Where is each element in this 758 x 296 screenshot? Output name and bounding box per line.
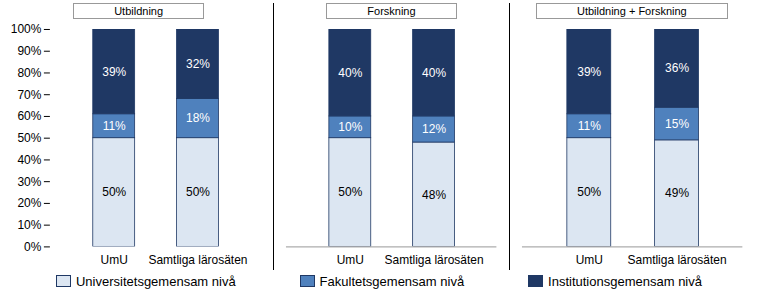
svg-text:11%: 11% xyxy=(577,119,600,133)
svg-text:UmU: UmU xyxy=(101,253,128,267)
svg-text:Samtliga lärosäten: Samtliga lärosäten xyxy=(385,253,484,267)
svg-text:12%: 12% xyxy=(422,122,446,136)
svg-text:11%: 11% xyxy=(103,119,126,133)
svg-text:80%: 80% xyxy=(17,66,41,80)
svg-text:48%: 48% xyxy=(422,188,446,202)
svg-text:36%: 36% xyxy=(665,61,689,75)
svg-text:40%: 40% xyxy=(422,66,446,80)
svg-text:70%: 70% xyxy=(17,88,41,102)
svg-text:50%: 50% xyxy=(186,185,210,199)
svg-text:39%: 39% xyxy=(102,65,126,79)
svg-text:UmU: UmU xyxy=(337,253,364,267)
svg-text:50%: 50% xyxy=(17,131,41,145)
svg-text:40%: 40% xyxy=(17,153,41,167)
html-text:Fakultetsgemensam nivå: Fakultetsgemensam nivå xyxy=(319,273,465,289)
html-text:Utbildning + Forskning: Utbildning + Forskning xyxy=(576,5,687,17)
svg-text:UmU: UmU xyxy=(575,253,602,267)
svg-text:49%: 49% xyxy=(665,186,689,200)
svg-text:20%: 20% xyxy=(17,196,41,210)
svg-text:100%: 100% xyxy=(11,23,42,36)
svg-text:40%: 40% xyxy=(339,66,363,80)
svg-text:15%: 15% xyxy=(665,117,689,131)
svg-text:50%: 50% xyxy=(339,185,363,199)
svg-text:39%: 39% xyxy=(577,65,601,79)
svg-text:50%: 50% xyxy=(577,185,601,199)
svg-text:Samtliga lärosäten: Samtliga lärosäten xyxy=(148,253,247,267)
svg-text:60%: 60% xyxy=(17,109,41,123)
svg-text:30%: 30% xyxy=(17,174,41,188)
svg-text:10%: 10% xyxy=(17,218,41,232)
html-text:Institutionsgemensam nivå: Institutionsgemensam nivå xyxy=(548,273,702,289)
svg-text:0%: 0% xyxy=(24,240,42,254)
svg-text:50%: 50% xyxy=(102,185,126,199)
html-text:Forskning: Forskning xyxy=(367,5,416,17)
html-text:Universitetsgemensam nivå: Universitetsgemensam nivå xyxy=(76,273,236,289)
svg-text:18%: 18% xyxy=(186,111,210,125)
svg-text:32%: 32% xyxy=(186,57,210,71)
svg-text:Samtliga lärosäten: Samtliga lärosäten xyxy=(627,253,726,267)
svg-text:10%: 10% xyxy=(339,120,363,134)
svg-text:90%: 90% xyxy=(17,44,41,58)
html-text:Utbildning: Utbildning xyxy=(114,5,164,17)
